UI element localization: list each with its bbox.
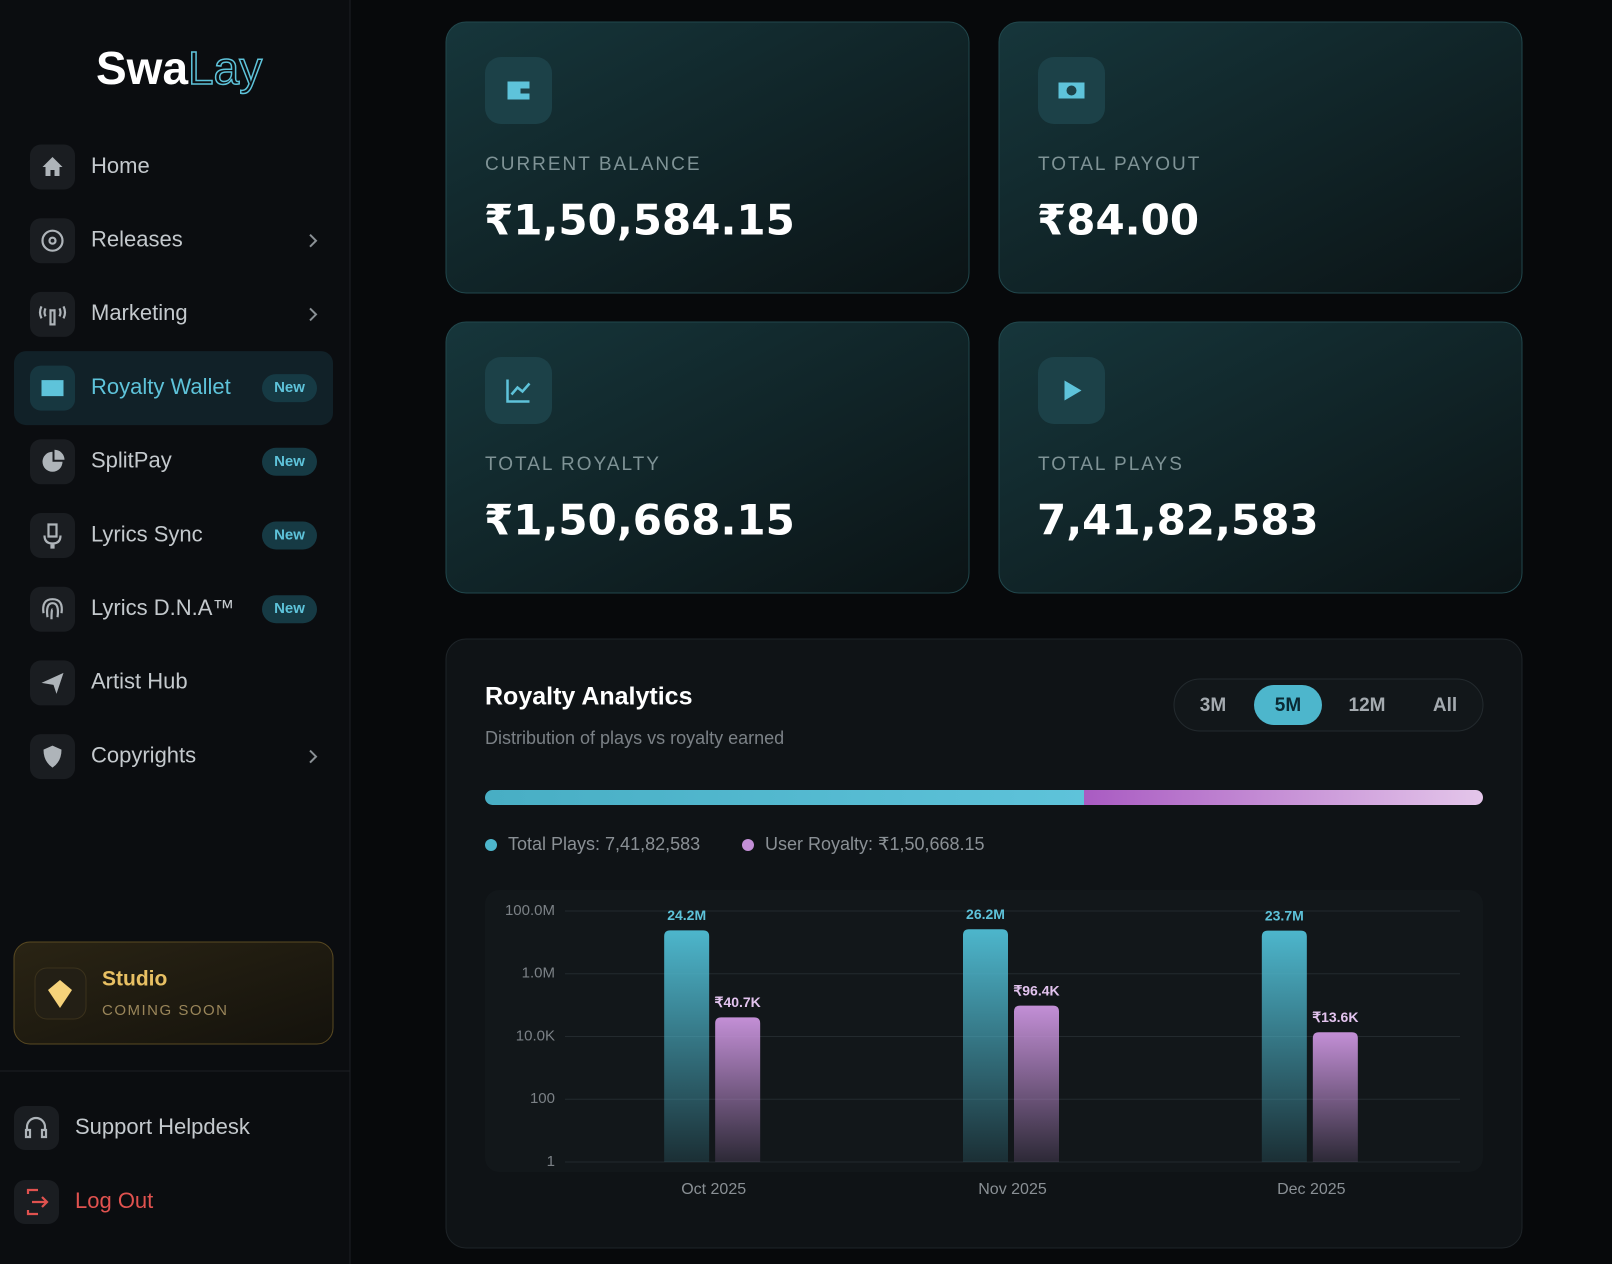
logo-part: Swa [96,42,188,94]
nav-icon [42,449,65,472]
stat-label: TOTAL PAYOUT [1038,154,1201,175]
footer-label[interactable]: Support Helpdesk [75,1114,251,1139]
nav-icon [42,598,63,620]
nav-active-bg [14,351,333,426]
legend-dot [485,839,497,851]
stat-icon-box [485,357,552,424]
footer-icon-box [14,1106,59,1150]
bar [963,929,1008,1162]
stat-card [998,21,1523,294]
stat-label: TOTAL PLAYS [1038,454,1184,475]
nav-label[interactable]: Lyrics D.N.A™ [91,595,234,620]
studio-icon [48,980,72,1008]
nav-chevron [309,307,318,322]
nav-label[interactable]: Marketing [91,300,188,325]
distribution-bar [485,790,1483,805]
nav-chevron [309,749,318,764]
range-tabs [1173,678,1484,732]
nav-icon [38,305,67,326]
x-tick-label: Oct 2025 [681,1181,746,1198]
nav-icon [41,380,64,397]
studio-subtitle: COMING SOON [102,1002,229,1019]
stat-value: ₹84.00 [1037,196,1199,245]
logo-part: Lay [188,42,262,94]
nav-icon [43,523,62,549]
range-tab[interactable]: 5M [1275,695,1301,716]
nav-badge: New [274,600,305,617]
nav-label[interactable]: Artist Hub [91,669,188,694]
bar [715,1017,761,1162]
nav-label[interactable]: Royalty Wallet [91,374,231,399]
range-tab[interactable]: All [1433,695,1457,716]
nav-icon [41,229,64,252]
nav-label[interactable]: Lyrics Sync [91,521,203,546]
x-tick-label: Dec 2025 [1277,1181,1346,1198]
footer-icon [24,1116,48,1139]
nav-label[interactable]: SplitPay [91,448,172,473]
nav-badge: New [274,453,305,470]
x-tick-label: Nov 2025 [978,1181,1047,1198]
stat-card [445,321,970,594]
range-tab[interactable]: 12M [1349,695,1386,716]
y-tick-label: 10.0K [516,1027,555,1044]
y-tick-label: 100.0M [505,902,555,919]
stat-icon [506,379,531,403]
nav-label[interactable]: Releases [91,227,183,252]
studio-title: Studio [102,968,167,991]
bar [1014,1005,1059,1162]
stat-label: TOTAL ROYALTY [485,454,661,475]
bar [1261,930,1307,1162]
stat-icon [1064,380,1082,401]
nav-badge-bg [262,374,317,403]
logo: SwaLay [96,42,262,94]
nav-icon [43,745,62,768]
range-tab[interactable]: 3M [1200,695,1226,716]
stat-value: ₹1,50,584.15 [484,196,795,245]
footer-label[interactable]: Log Out [75,1188,153,1213]
bar [1312,1032,1358,1162]
stat-value: 7,41,82,583 [1037,496,1319,545]
legend-dot [742,839,754,851]
nav-icon [42,157,63,176]
nav-chevron [309,233,318,248]
stat-icon [507,81,530,100]
nav-label[interactable]: Copyrights [91,742,196,767]
nav-icon [41,672,64,694]
nav-badge-bg [262,447,317,476]
studio-box[interactable] [13,941,334,1045]
nav-badge-bg [262,521,317,550]
stat-icon [1058,82,1085,99]
bar-value-label: ₹13.6K [1312,1009,1358,1025]
analytics-title: Royalty Analytics [485,683,692,711]
nav-badge-bg [262,595,317,624]
footer-icon [26,1188,49,1216]
bar-value-label: 26.2M [966,906,1005,922]
nav-badge: New [274,526,305,543]
nav-badge: New [274,379,305,396]
stat-card [998,321,1523,594]
bar-value-label: 24.2M [667,907,706,923]
sidebar [0,0,350,1264]
stat-value: ₹1,50,668.15 [484,496,795,545]
y-tick-label: 1 [547,1153,555,1170]
nav-icon-box [30,291,75,337]
nav-label[interactable]: Home [91,153,150,178]
bar-value-label: ₹96.4K [1013,982,1059,998]
nav-icon-box [30,218,75,264]
bar-value-label: ₹40.7K [715,994,761,1010]
stat-icon-box [1038,57,1105,124]
y-tick-label: 1.0M [522,965,555,982]
legend-label: Total Plays: 7,41,82,583 [508,834,700,854]
stat-label: CURRENT BALANCE [485,154,702,175]
bar-value-label: 23.7M [1265,907,1304,923]
stat-card [445,21,970,294]
analytics-subtitle: Distribution of plays vs royalty earned [485,728,784,748]
bar [664,930,710,1162]
range-tab-active [1254,685,1322,725]
legend-label: User Royalty: ₹1,50,668.15 [765,834,985,854]
y-tick-label: 100 [530,1090,555,1107]
